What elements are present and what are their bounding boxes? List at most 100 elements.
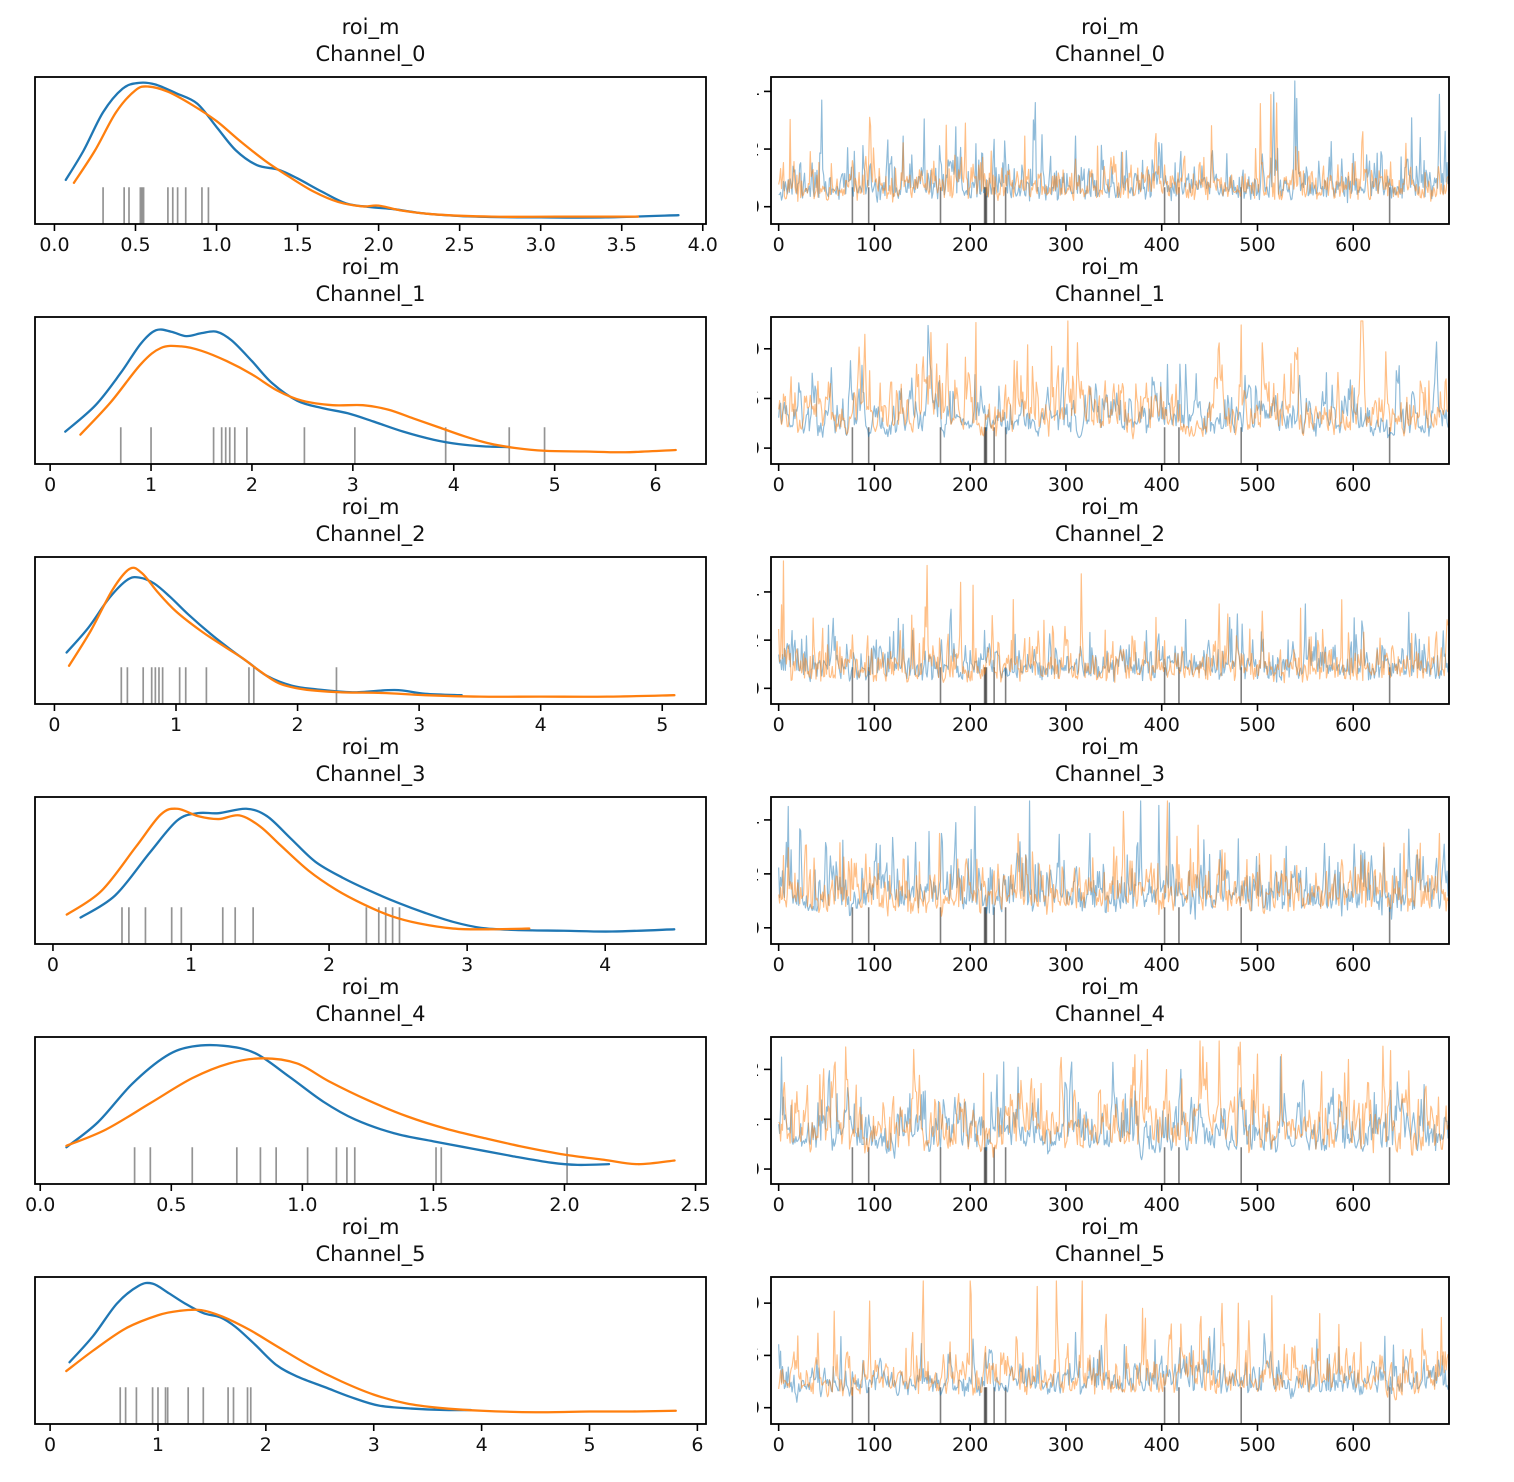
title-line-2: Channel_1 <box>315 282 426 306</box>
title-line-2: Channel_5 <box>1054 1242 1166 1266</box>
x-tick-label: 5 <box>656 714 668 736</box>
x-tick-label: 3.0 <box>526 234 556 256</box>
x-tick-label: 3 <box>368 1434 380 1456</box>
y-tick-label: 0 <box>757 1159 760 1181</box>
title-line-2: Channel_2 <box>1054 522 1166 546</box>
x-tick-label: 2.0 <box>549 1194 579 1216</box>
subplot-title: roi_m Channel_3 <box>771 734 1449 788</box>
x-tick-label: 4 <box>448 474 460 496</box>
y-tick-label: 5.0 <box>757 1293 760 1315</box>
x-tick-label: 1 <box>152 1434 164 1456</box>
title-line-1: roi_m <box>341 1215 400 1239</box>
x-tick-label: 6 <box>650 474 662 496</box>
x-tick-label: 0.5 <box>156 1194 186 1216</box>
subplot-title: roi_m Channel_2 <box>35 494 706 548</box>
y-tick-label: 2 <box>757 1059 760 1081</box>
title-line-1: roi_m <box>341 495 400 519</box>
x-tick-label: 600 <box>1335 1434 1371 1456</box>
x-tick-label: 0 <box>773 714 785 736</box>
axes-spine <box>34 76 707 225</box>
title-line-2: Channel_2 <box>315 522 426 546</box>
x-tick-label: 500 <box>1239 714 1275 736</box>
subplot-channel3-timeseries: roi_m Channel_3 0 2 4 0 100 200 300 400 500 600 <box>757 724 1514 976</box>
x-tick-label: 300 <box>1048 714 1084 736</box>
kde-plot-channel4: 0.0 0.5 1.0 1.5 2.0 2.5 <box>25 1036 711 1216</box>
x-tick-label: 200 <box>952 1434 988 1456</box>
x-tick-label: 500 <box>1239 1194 1275 1216</box>
x-tick-label: 200 <box>952 714 988 736</box>
subplot-channel2-kde: roi_m Channel_2 0 1 2 3 4 5 <box>0 484 757 736</box>
x-tick-label: 0 <box>773 474 785 496</box>
y-tick-label: 1 <box>757 1109 760 1131</box>
y-tick-label: 2.5 <box>757 1345 760 1367</box>
x-tick-label: 100 <box>856 1434 892 1456</box>
y-tick-label: 2 <box>757 139 760 161</box>
title-line-1: roi_m <box>1081 495 1139 519</box>
title-line-1: roi_m <box>341 15 400 39</box>
x-tick-label: 2.0 <box>363 234 393 256</box>
x-tick-label: 100 <box>856 474 892 496</box>
x-tick-label: 300 <box>1048 1434 1084 1456</box>
x-tick-label: 1 <box>185 954 197 976</box>
subplot-title: roi_m Channel_1 <box>771 254 1449 308</box>
x-tick-label: 2.5 <box>445 234 475 256</box>
axes-spine <box>34 556 707 705</box>
y-tick-label: 2 <box>757 630 760 652</box>
x-tick-label: 3 <box>461 954 473 976</box>
subplot-title: roi_m Channel_1 <box>35 254 706 308</box>
x-tick-label: 2 <box>260 1434 272 1456</box>
title-line-1: roi_m <box>1081 975 1139 999</box>
x-tick-label: 600 <box>1335 474 1371 496</box>
title-line-2: Channel_0 <box>315 42 426 66</box>
subplot-title: roi_m Channel_4 <box>35 974 706 1028</box>
x-tick-label: 400 <box>1144 954 1180 976</box>
kde-plot-channel0: 0.0 0.5 1.0 1.5 2.0 2.5 3.0 3.5 4.0 <box>34 76 718 256</box>
x-tick-label: 1 <box>145 474 157 496</box>
x-tick-label: 600 <box>1335 714 1371 736</box>
x-tick-label: 2 <box>323 954 335 976</box>
x-tick-label: 500 <box>1239 1434 1275 1456</box>
title-line-2: Channel_1 <box>1054 282 1166 306</box>
x-tick-label: 4.0 <box>688 234 718 256</box>
subplot-channel3-kde: roi_m Channel_3 0 1 2 3 4 <box>0 724 757 976</box>
subplot-channel5-timeseries: roi_m Channel_5 0.0 2.5 5.0 0 100 200 300 400 50… <box>757 1204 1514 1456</box>
x-tick-label: 0.0 <box>25 1194 55 1216</box>
x-tick-label: 3 <box>413 714 425 736</box>
x-tick-label: 6 <box>691 1434 703 1456</box>
subplot-channel4-timeseries: roi_m Channel_4 0 1 2 0 100 200 300 400 500 600 <box>757 964 1514 1216</box>
x-tick-label: 100 <box>856 1194 892 1216</box>
x-tick-label: 400 <box>1144 234 1180 256</box>
title-line-1: roi_m <box>341 975 400 999</box>
x-tick-label: 0 <box>47 954 59 976</box>
x-tick-label: 0 <box>773 1434 785 1456</box>
y-tick-label: 0.0 <box>757 1397 760 1419</box>
subplot-channel0-timeseries: roi_m Channel_0 0 2 4 0 100 200 300 400 500 600 <box>757 4 1514 256</box>
x-tick-label: 0 <box>773 234 785 256</box>
title-line-2: Channel_5 <box>315 1242 426 1266</box>
title-line-2: Channel_4 <box>315 1002 426 1026</box>
x-tick-label: 0 <box>48 714 60 736</box>
title-line-2: Channel_4 <box>1054 1002 1166 1026</box>
x-tick-label: 5 <box>583 1434 595 1456</box>
x-tick-label: 300 <box>1048 474 1084 496</box>
title-line-1: roi_m <box>1081 255 1139 279</box>
axes-spine <box>770 556 1450 705</box>
title-line-2: Channel_3 <box>1054 762 1166 786</box>
title-line-1: roi_m <box>341 735 400 759</box>
x-tick-label: 0 <box>773 1194 785 1216</box>
x-tick-label: 500 <box>1239 234 1275 256</box>
x-tick-label: 300 <box>1048 1194 1084 1216</box>
x-tick-label: 300 <box>1048 954 1084 976</box>
subplot-title: roi_m Channel_5 <box>771 1214 1449 1268</box>
figure-grid: roi_m Channel_0 0.0 0.5 1.0 1.5 2.0 2.5 3.0 3.5… <box>0 4 1514 1456</box>
x-tick-label: 500 <box>1239 954 1275 976</box>
axes-spine <box>34 1276 707 1425</box>
title-line-1: roi_m <box>1081 1215 1139 1239</box>
subplot-title: roi_m Channel_0 <box>35 14 706 68</box>
subplot-title: roi_m Channel_3 <box>35 734 706 788</box>
timeseries-plot-channel4: 0 1 2 0 100 200 300 400 500 600 <box>757 1036 1450 1216</box>
timeseries-plot-channel2: 0 2 4 0 100 200 300 400 500 600 <box>757 556 1450 736</box>
y-tick-label: 4 <box>757 581 760 603</box>
x-tick-label: 4 <box>476 1434 488 1456</box>
timeseries-plot-channel3: 0 2 4 0 100 200 300 400 500 600 <box>757 796 1450 976</box>
